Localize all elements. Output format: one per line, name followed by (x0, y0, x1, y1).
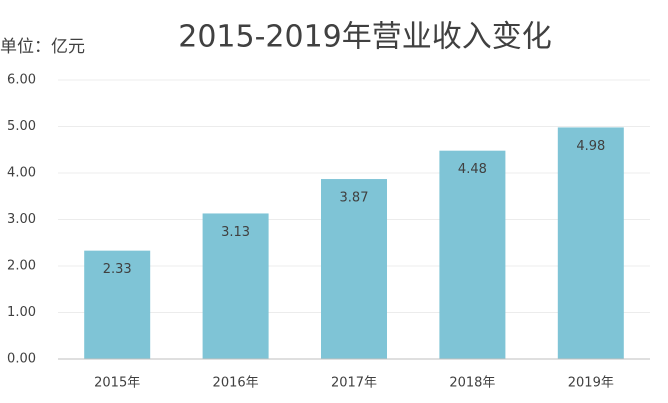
y-tick-label: 6.00 (7, 73, 36, 88)
bar (321, 179, 387, 359)
y-tick-label: 5.00 (7, 119, 36, 134)
chart-title: 2015-2019年营业收入变化 (178, 20, 552, 55)
value-label: 4.48 (458, 162, 487, 177)
y-tick-label: 4.00 (7, 166, 36, 181)
value-label: 3.13 (221, 225, 250, 240)
bar (84, 250, 151, 359)
x-tick-label: 2017年 (331, 376, 377, 391)
value-label: 3.87 (340, 191, 369, 206)
x-tick-label: 2015年 (94, 376, 140, 391)
bar (557, 127, 624, 360)
value-label: 2.33 (103, 262, 132, 277)
x-tick-label: 2016年 (213, 376, 259, 391)
x-tick-label: 2018年 (449, 376, 495, 391)
x-tick-label: 2019年 (568, 376, 614, 391)
y-tick-label: 3.00 (7, 212, 36, 227)
y-tick-label: 2.00 (7, 259, 36, 274)
bar (202, 213, 269, 359)
value-label: 4.98 (576, 139, 605, 154)
bar (439, 150, 506, 359)
y-tick-label: 1.00 (7, 305, 36, 320)
unit-label: 单位：亿元 (0, 37, 85, 57)
y-tick-label: 0.00 (7, 352, 36, 367)
